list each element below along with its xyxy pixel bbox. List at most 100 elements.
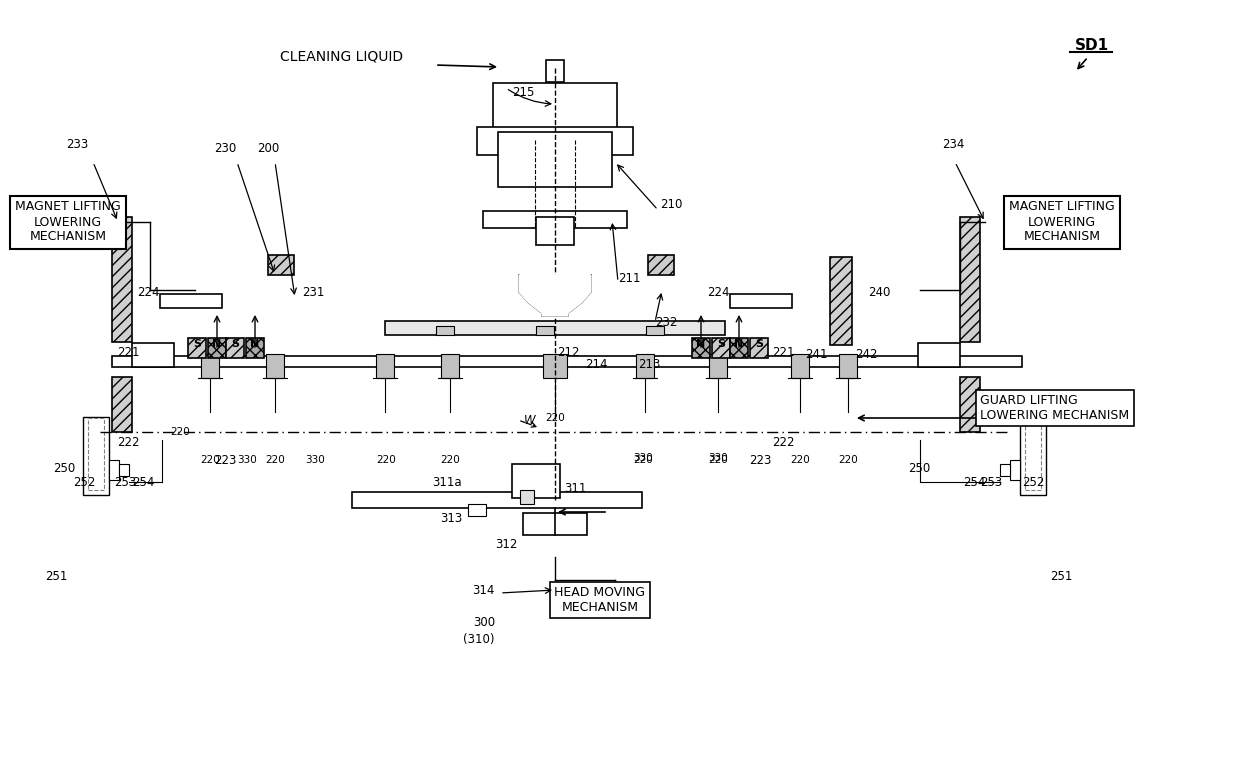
Bar [791, 354, 808, 378]
Text: 232: 232 [655, 316, 677, 329]
Bar [830, 257, 852, 345]
Text: 220: 220 [265, 455, 285, 465]
Text: W: W [525, 414, 536, 427]
Text: 223: 223 [749, 453, 771, 467]
Bar [730, 294, 792, 308]
Text: (310): (310) [464, 634, 495, 647]
Text: 220: 220 [546, 413, 565, 423]
Bar [436, 326, 454, 335]
Text: 221: 221 [773, 345, 795, 358]
Text: 300: 300 [472, 616, 495, 629]
Text: 210: 210 [660, 199, 682, 212]
Text: 224: 224 [138, 285, 160, 298]
Bar [709, 354, 727, 378]
Text: S: S [755, 339, 763, 349]
Text: 254: 254 [131, 477, 154, 490]
Text: HEAD MOVING
MECHANISM: HEAD MOVING MECHANISM [554, 586, 646, 614]
Bar [188, 338, 206, 358]
Bar [246, 338, 264, 358]
Bar [112, 356, 1022, 367]
Text: 252: 252 [1022, 477, 1044, 490]
Bar [88, 418, 104, 490]
Bar [109, 460, 119, 480]
Bar [692, 338, 711, 358]
Bar [131, 343, 174, 367]
Bar [1011, 460, 1021, 480]
Text: 250: 250 [53, 461, 74, 474]
Text: SD1: SD1 [1075, 37, 1109, 52]
Bar [918, 343, 960, 367]
Text: 330: 330 [708, 453, 728, 463]
Text: 253: 253 [980, 477, 1002, 490]
Bar [376, 354, 394, 378]
Bar [960, 217, 980, 342]
Text: N: N [212, 339, 222, 349]
Text: 312: 312 [496, 538, 518, 552]
Bar [1021, 417, 1047, 495]
Text: 231: 231 [303, 285, 325, 298]
Bar [523, 513, 587, 535]
Text: 220: 220 [170, 427, 190, 437]
Bar [543, 354, 567, 378]
Text: 233: 233 [66, 138, 88, 152]
Text: N: N [250, 339, 259, 349]
Bar [712, 338, 730, 358]
Bar [494, 83, 618, 135]
Bar [839, 354, 857, 378]
Text: MAGNET LIFTING
LOWERING
MECHANISM: MAGNET LIFTING LOWERING MECHANISM [1009, 200, 1115, 244]
Bar [636, 354, 653, 378]
Text: 330: 330 [237, 455, 257, 465]
Bar [960, 377, 980, 432]
Bar [649, 255, 675, 275]
Text: 220: 220 [200, 455, 219, 465]
Bar [999, 464, 1011, 476]
Text: 250: 250 [908, 461, 930, 474]
Text: 215: 215 [512, 87, 534, 99]
Text: 253: 253 [114, 477, 136, 490]
Text: 214: 214 [585, 358, 608, 371]
Bar [536, 217, 574, 245]
Text: S: S [717, 339, 725, 349]
Bar [201, 354, 219, 378]
Bar [546, 60, 564, 82]
Text: 220: 220 [708, 455, 728, 465]
Bar [646, 326, 663, 335]
Bar [226, 338, 244, 358]
Bar [1025, 418, 1042, 490]
Bar [498, 132, 613, 187]
Text: 221: 221 [118, 345, 140, 358]
Text: 222: 222 [773, 436, 795, 449]
Text: MAGNET LIFTING
LOWERING
MECHANISM: MAGNET LIFTING LOWERING MECHANISM [15, 200, 120, 244]
Text: 213: 213 [639, 358, 661, 371]
Text: 241: 241 [806, 348, 828, 361]
Bar [119, 464, 129, 476]
Bar [536, 326, 554, 335]
Bar [160, 294, 222, 308]
Bar [208, 338, 226, 358]
Text: 211: 211 [618, 272, 641, 285]
Bar [268, 255, 294, 275]
Bar [112, 217, 131, 342]
Bar [512, 464, 560, 498]
Bar [352, 492, 642, 508]
Bar [83, 417, 109, 495]
Text: S: S [193, 339, 201, 349]
Text: N: N [697, 339, 706, 349]
Bar [441, 354, 459, 378]
Bar [112, 377, 131, 432]
Text: 330: 330 [305, 455, 325, 465]
Text: 311: 311 [564, 481, 587, 495]
Text: 234: 234 [942, 138, 965, 152]
Text: 220: 220 [634, 455, 653, 465]
Text: 220: 220 [838, 455, 858, 465]
Text: CLEANING LIQUID: CLEANING LIQUID [280, 50, 403, 64]
Text: GUARD LIFTING
LOWERING MECHANISM: GUARD LIFTING LOWERING MECHANISM [980, 394, 1130, 422]
Text: 240: 240 [868, 285, 890, 298]
Text: 200: 200 [257, 141, 279, 155]
Bar [730, 338, 748, 358]
Text: 220: 220 [790, 455, 810, 465]
Polygon shape [520, 275, 591, 316]
Bar [477, 127, 632, 155]
Bar [531, 86, 579, 104]
Text: 224: 224 [708, 285, 730, 298]
